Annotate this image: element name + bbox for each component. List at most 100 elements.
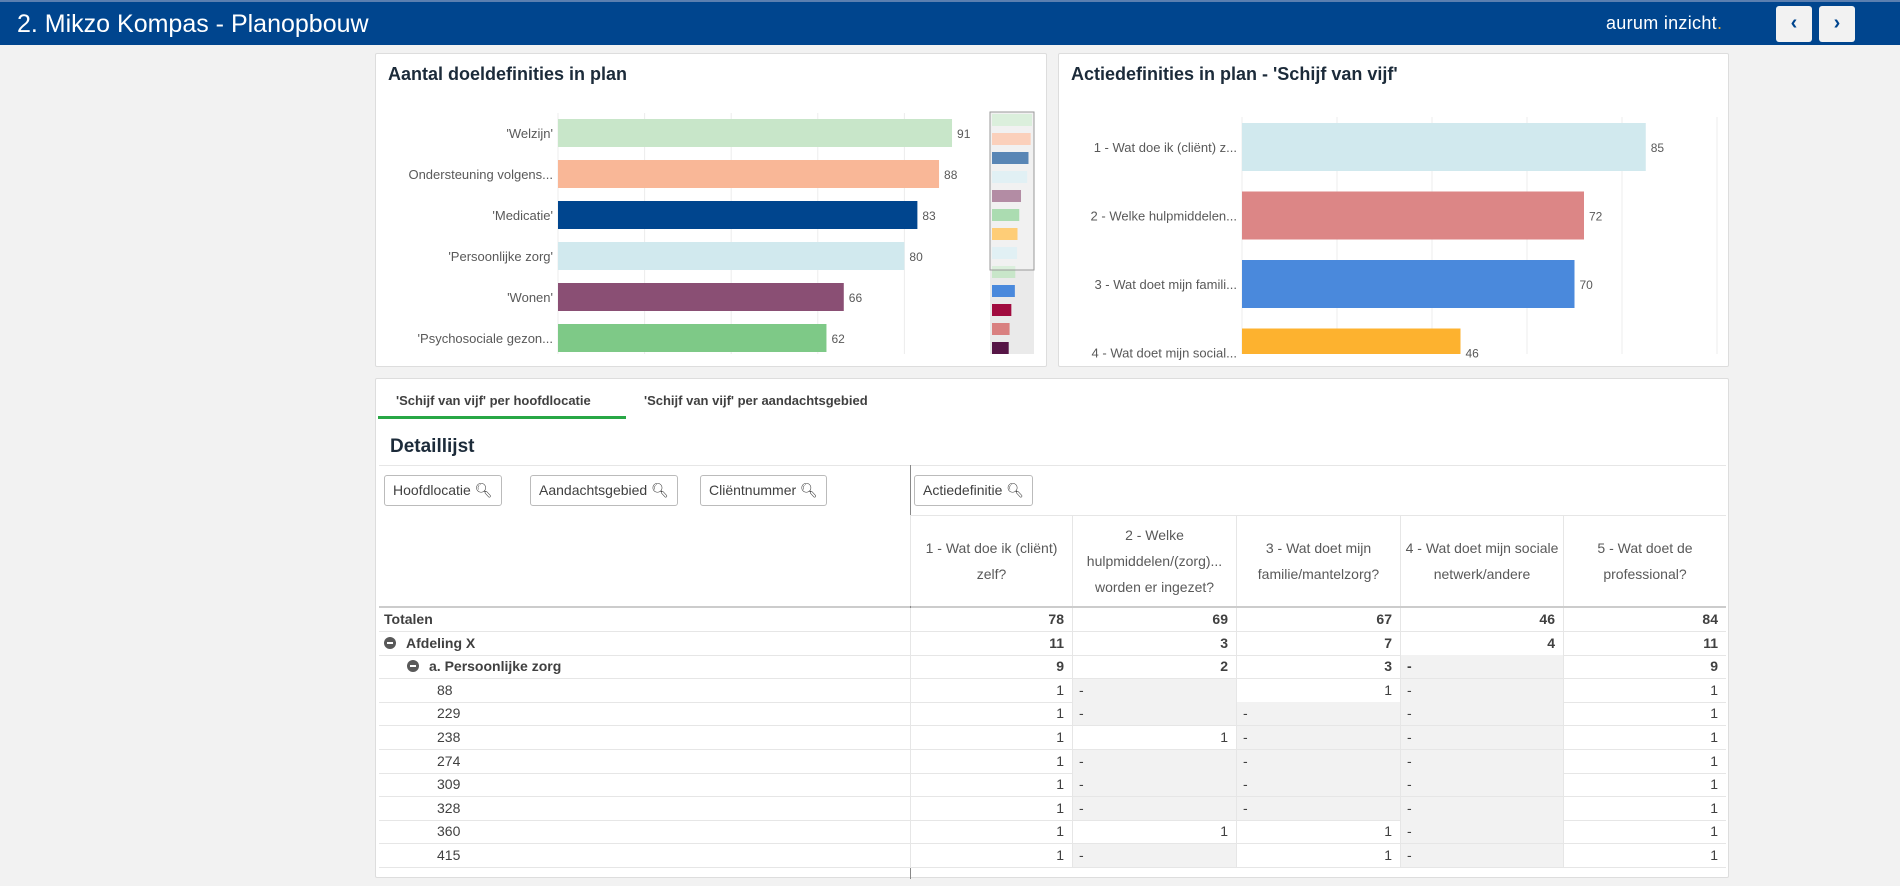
row-label-text: a. Persoonlijke zorg	[429, 658, 562, 675]
table-row[interactable]: 274 1- - -1	[379, 749, 1726, 774]
doeldefinities-chart-panel: Aantal doeldefinities in plan 'Welzijn' 9…	[375, 53, 1047, 367]
collapse-icon[interactable]	[407, 660, 419, 673]
doeldefinities-bar-chart[interactable]: 'Welzijn' 91 Ondersteuning volgens... 88 'Me…	[376, 54, 1048, 368]
tab-per-hoofdlocatie[interactable]: 'Schijf van vijf' per hoofdlocatie	[378, 385, 626, 419]
actiedefinities-chart-panel: Actiedefinities in plan - 'Schijf van vi…	[1058, 53, 1729, 367]
actiedefinities-bar-chart[interactable]: 1 - Wat doe ik (cliënt) z... 85 2 - Welke …	[1059, 54, 1730, 368]
row-label: 238	[437, 729, 460, 745]
row-label: Afdeling X	[384, 635, 475, 651]
value-label: 85	[1651, 141, 1665, 155]
table-cell: 1	[910, 702, 1072, 726]
column-header[interactable]: 4 - Wat doet mijn sociale netwerk/andere	[1400, 515, 1563, 606]
chart-title: Aantal doeldefinities in plan	[388, 64, 628, 84]
category-label: 'Wonen'	[507, 290, 553, 305]
row-label: 328	[437, 800, 460, 816]
next-sheet-button[interactable]: ›	[1819, 6, 1855, 42]
row-label-text: Totalen	[384, 611, 433, 627]
table-cell: 1	[910, 749, 1072, 773]
chevron-left-icon: ‹	[1790, 12, 1798, 34]
table-row[interactable]: 328 1- - -1	[379, 796, 1726, 821]
table-row[interactable]: 229 1- - -1	[379, 702, 1726, 727]
table-cell: 1	[1563, 820, 1726, 844]
table-cell: 9	[910, 655, 1072, 679]
value-label: 80	[909, 250, 923, 264]
table-row[interactable]: 360 1 1 1-1	[379, 820, 1726, 845]
category-label: 4 - Wat doet mijn social...	[1092, 346, 1237, 361]
minimap-bar	[992, 361, 1006, 368]
column-header[interactable]: 2 - Welke hulpmiddelen/(zorg)... worden …	[1072, 515, 1236, 606]
bar	[558, 283, 844, 311]
category-label: Ondersteuning volgens...	[408, 167, 553, 182]
row-label-text: 415	[437, 847, 461, 863]
table-cell: -	[1236, 773, 1400, 797]
detail-panel: 'Schijf van vijf' per hoofdlocatie 'Schi…	[375, 378, 1729, 879]
bar	[558, 365, 809, 368]
minimap-bar	[992, 209, 1020, 221]
value-label: 88	[944, 168, 958, 182]
table-cell: 1	[910, 820, 1072, 844]
row-label: a. Persoonlijke zorg	[407, 658, 561, 674]
minimap-bar	[992, 171, 1028, 183]
value-label: 62	[831, 332, 845, 346]
table-row[interactable]: 88 1-1-1	[379, 678, 1726, 703]
column-header[interactable]: 5 - Wat doet de professional?	[1563, 515, 1726, 606]
row-label: Totalen	[384, 611, 433, 627]
hoofdlocatie-filter[interactable]: Hoofdlocatie 🔍︎	[384, 475, 502, 506]
pivot-table: Hoofdlocatie 🔍︎ Aandachtsgebied 🔍︎ Cliën…	[379, 465, 1726, 879]
category-label: 3 - Wat doet mijn famili...	[1094, 277, 1237, 292]
collapse-icon[interactable]	[384, 636, 396, 649]
table-row[interactable]: a. Persoonlijke zorg 9 2 3-9	[379, 655, 1726, 680]
scrollbar-thumb[interactable]	[989, 111, 1035, 271]
table-cell: 1	[1563, 702, 1726, 726]
value-label: 72	[1589, 210, 1603, 224]
minimap-bar	[992, 228, 1018, 240]
actiedefinitie-filter[interactable]: Actiedefinitie 🔍︎	[914, 475, 1034, 506]
minimap-bar	[992, 266, 1016, 278]
minimap-bar	[992, 285, 1015, 297]
search-icon: 🔍︎	[800, 482, 818, 498]
minimap-bar	[992, 190, 1022, 202]
search-icon: 🔍︎	[651, 482, 669, 498]
column-header[interactable]: 3 - Wat doet mijn familie/mantelzorg?	[1236, 515, 1400, 606]
table-cell: 3	[1236, 655, 1400, 679]
bar	[558, 160, 940, 188]
value-label: 66	[849, 291, 863, 305]
value-label: 46	[1466, 347, 1480, 361]
tab-per-aandachtsgebied[interactable]: 'Schijf van vijf' per aandachtsgebied	[644, 393, 868, 408]
row-label-text: 328	[437, 799, 461, 816]
table-row[interactable]: 309 1- - -1	[379, 773, 1726, 798]
table-cell: -	[1400, 726, 1563, 749]
clientnummer-filter[interactable]: Cliëntnummer 🔍︎	[700, 475, 827, 506]
bar	[558, 119, 953, 147]
aandachtsgebied-filter[interactable]: Aandachtsgebied 🔍︎	[530, 475, 678, 506]
table-row[interactable]: 415 1-1-1	[379, 844, 1726, 868]
brand-logo: aurum inzicht.	[1606, 13, 1722, 34]
table-cell: 1	[910, 773, 1072, 797]
table-row[interactable]: Afdeling X 11 3 7 4 11	[379, 631, 1726, 656]
table-cell: -	[1400, 702, 1563, 726]
divider	[910, 515, 1726, 516]
table-cell: 2	[1072, 655, 1236, 679]
bar	[1242, 123, 1646, 171]
header-divider	[379, 606, 1726, 608]
table-cell: -	[1072, 773, 1236, 797]
column-header[interactable]: 1 - Wat doe ik (cliënt) zelf?	[910, 515, 1072, 606]
filter-label: Cliëntnummer	[709, 482, 797, 498]
chart-title: Actiedefinities in plan - 'Schijf van vi…	[1071, 64, 1398, 84]
row-label-text: 88	[437, 681, 453, 698]
table-row[interactable]: 238 1 1- -1	[379, 726, 1726, 750]
table-cell: 1	[1563, 749, 1726, 773]
table-row[interactable]: Totalen 78 69 67 46 84	[379, 608, 1726, 632]
table-cell: 11	[910, 631, 1072, 655]
table-cell: -	[1400, 655, 1563, 679]
table-cell: -	[1400, 773, 1563, 797]
category-label: 'Psychosociale gezon...	[418, 331, 553, 346]
table-cell: 4	[1400, 631, 1563, 655]
table-cell: -	[1072, 702, 1236, 726]
table-cell: 1	[910, 844, 1072, 867]
previous-sheet-button[interactable]: ‹	[1776, 6, 1812, 42]
table-cell: 1	[1563, 678, 1726, 702]
table-cell: 1	[1072, 726, 1236, 749]
minimap-bar	[992, 304, 1012, 316]
table-cell: 7	[1236, 631, 1400, 655]
